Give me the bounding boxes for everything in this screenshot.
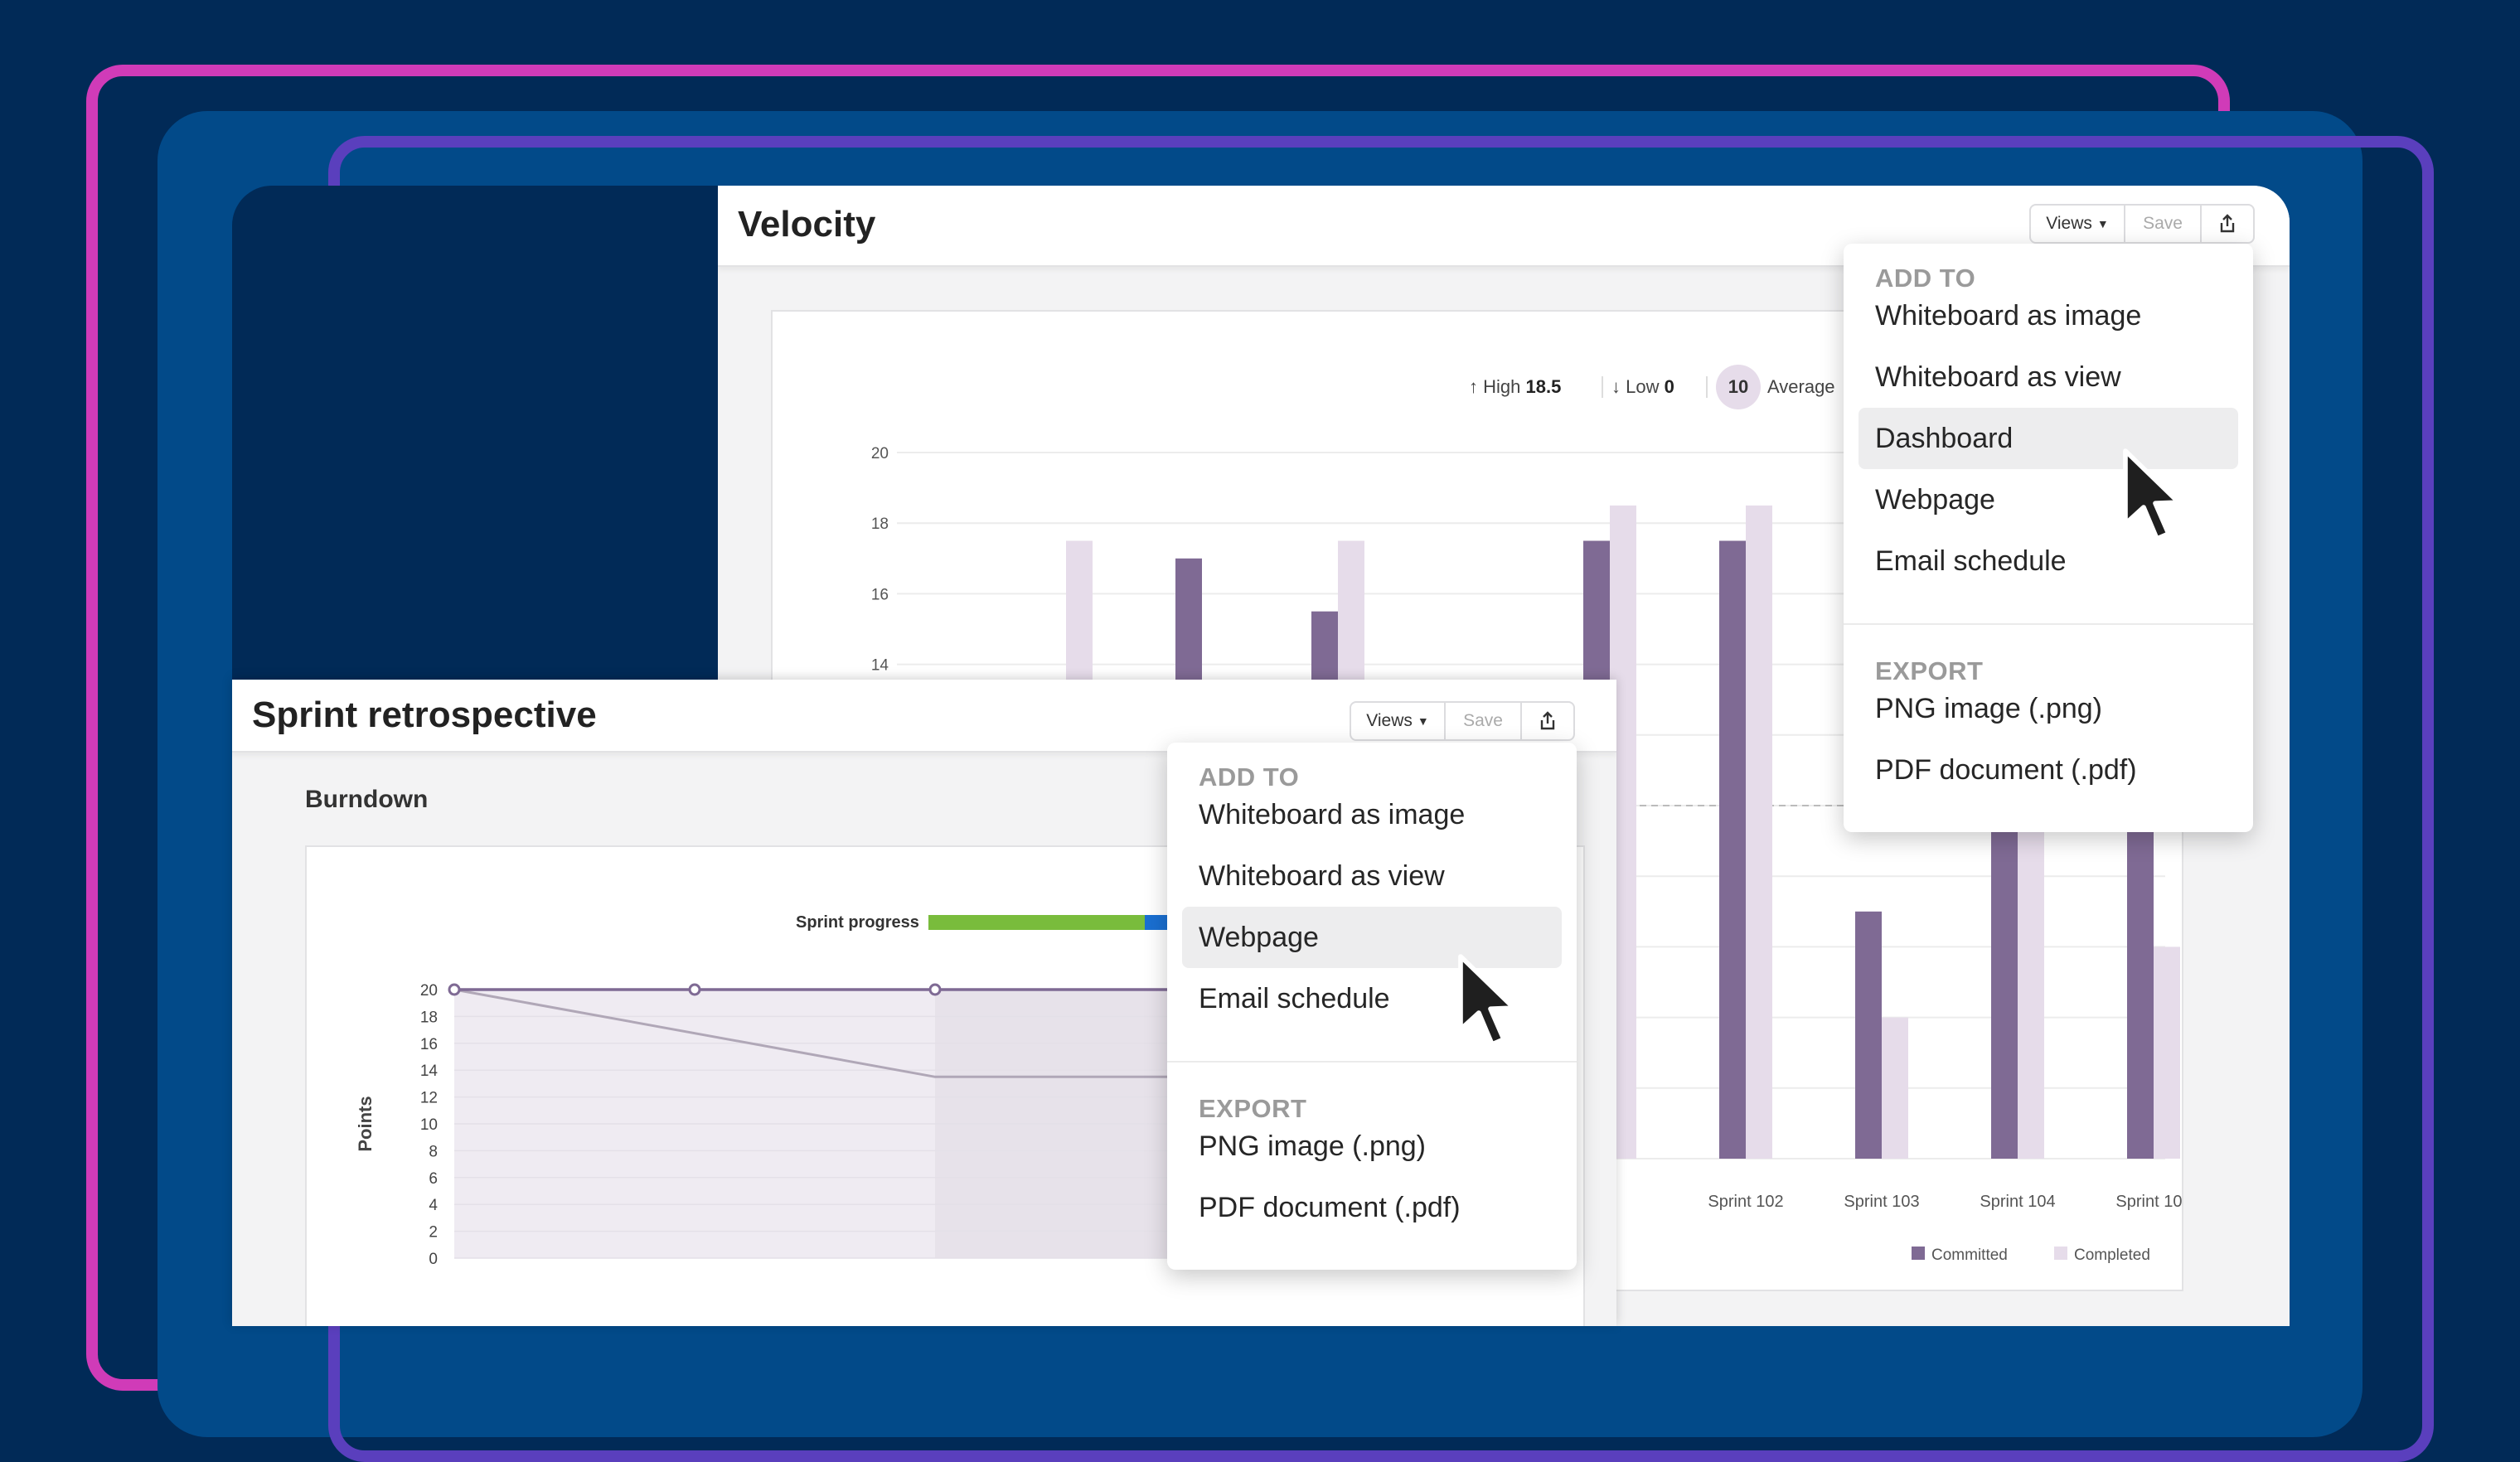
y-tick-label: 8 <box>429 1143 438 1160</box>
bar-completed <box>1882 1017 1908 1159</box>
sprint-progress-label: Sprint progress <box>796 913 919 932</box>
high-label: High <box>1483 376 1521 397</box>
low-value: 0 <box>1664 376 1674 397</box>
caret-down-icon: ▼ <box>2096 217 2109 230</box>
legend-label-committed: Committed <box>1931 1247 2008 1264</box>
y-tick-label: 20 <box>420 982 438 1000</box>
page-title: Velocity <box>738 204 876 244</box>
sprint-retrospective-panel: Sprint retrospective Views ▼ Save Burndo… <box>232 680 1616 1326</box>
arrow-up-icon: ↑ <box>1469 376 1478 397</box>
legend-label-completed: Completed <box>2074 1247 2150 1264</box>
menu-item-email-schedule[interactable]: Email schedule <box>1199 982 1390 1014</box>
menu-section-add-to: ADD TO <box>1199 762 1300 792</box>
average-badge: 10 <box>1716 365 1761 409</box>
bar-committed <box>1719 540 1746 1159</box>
share-icon <box>1540 711 1555 730</box>
x-tick-label: Sprint 104 <box>1980 1193 2055 1211</box>
x-tick-label: Sprint 103 <box>1844 1193 1919 1211</box>
y-tick-label: 14 <box>871 657 889 675</box>
menu-item-whiteboard-view[interactable]: Whiteboard as view <box>1199 859 1445 892</box>
views-label: Views <box>1366 711 1413 730</box>
sprint-toolbar: Views ▼ Save <box>1350 701 1575 741</box>
y-tick-label: 16 <box>871 586 889 603</box>
progress-fill-completed <box>928 915 1145 930</box>
views-label: Views <box>2046 214 2092 233</box>
menu-section-export: EXPORT <box>1199 1094 1307 1123</box>
burndown-point <box>448 983 461 996</box>
save-button[interactable]: Save <box>1444 703 1520 739</box>
low-stat: ↓ Low 0 <box>1611 376 1674 398</box>
burndown-line-remaining <box>453 988 1175 1078</box>
menu-divider <box>1167 1061 1577 1063</box>
menu-section-add-to: ADD TO <box>1875 264 1976 293</box>
average-label: Average <box>1767 376 1835 397</box>
menu-item-whiteboard-image[interactable]: Whiteboard as image <box>1199 798 1466 830</box>
bar-committed <box>1991 806 2018 1159</box>
high-value: 18.5 <box>1525 376 1562 397</box>
mouse-pointer-icon <box>1458 954 1516 1047</box>
legend-swatch-committed <box>1912 1247 1925 1260</box>
y-tick-label: 20 <box>871 445 889 462</box>
low-label: Low <box>1626 376 1660 397</box>
mouse-pointer-icon <box>2123 448 2181 541</box>
burndown-title: Burndown <box>305 786 429 813</box>
menu-item-export-png[interactable]: PNG image (.png) <box>1875 692 2102 724</box>
y-tick-label: 4 <box>429 1197 438 1214</box>
menu-item-webpage[interactable]: Webpage <box>1875 483 1995 516</box>
legend-swatch-completed <box>2054 1247 2067 1260</box>
velocity-export-menu: ADD TO Whiteboard as image Whiteboard as… <box>1844 244 2253 832</box>
y-tick-label: 2 <box>429 1224 438 1242</box>
menu-item-export-pdf[interactable]: PDF document (.pdf) <box>1875 753 2137 786</box>
views-dropdown-button[interactable]: Views ▼ <box>1351 703 1444 739</box>
bar-completed <box>2154 946 2180 1159</box>
y-tick-label: 0 <box>429 1251 438 1268</box>
bar-completed <box>2018 806 2044 1159</box>
y-tick-label: 14 <box>420 1063 439 1080</box>
y-tick-label: 16 <box>420 1036 438 1053</box>
menu-item-email-schedule[interactable]: Email schedule <box>1875 545 2067 577</box>
save-button[interactable]: Save <box>2124 206 2200 242</box>
high-stat: ↑ High 18.5 <box>1469 376 1561 398</box>
y-tick-label: 18 <box>871 516 889 533</box>
y-tick-label: 10 <box>420 1116 438 1134</box>
menu-item-export-png[interactable]: PNG image (.png) <box>1199 1130 1426 1162</box>
average-value: 10 <box>1728 376 1749 397</box>
y-tick-label: 12 <box>420 1090 438 1107</box>
caret-down-icon: ▼ <box>1417 714 1429 728</box>
y-axis-label: Points <box>355 1096 376 1151</box>
bar-committed <box>1855 911 1882 1159</box>
stat-divider <box>1602 376 1603 398</box>
share-button[interactable] <box>1520 703 1573 739</box>
arrow-down-icon: ↓ <box>1611 376 1621 397</box>
sprint-header: Sprint retrospective Views ▼ Save <box>232 680 1616 753</box>
share-button[interactable] <box>2200 206 2253 242</box>
views-dropdown-button[interactable]: Views ▼ <box>2031 206 2124 242</box>
menu-item-dashboard[interactable]: Dashboard <box>1858 408 2238 469</box>
bar-completed <box>1746 505 1772 1159</box>
menu-divider <box>1844 623 2253 625</box>
menu-item-webpage[interactable]: Webpage <box>1182 907 1562 968</box>
burndown-point <box>688 983 701 996</box>
y-tick-label: 6 <box>429 1170 438 1188</box>
x-tick-label: Sprint 102 <box>1708 1193 1783 1211</box>
share-icon <box>2220 214 2235 233</box>
menu-item-whiteboard-view[interactable]: Whiteboard as view <box>1875 361 2121 393</box>
x-tick-label: Sprint 105 <box>2115 1193 2182 1211</box>
y-tick-label: 18 <box>420 1009 438 1026</box>
bar-committed <box>2127 806 2154 1159</box>
menu-section-export: EXPORT <box>1875 656 1984 685</box>
menu-item-whiteboard-image[interactable]: Whiteboard as image <box>1875 299 2142 332</box>
burndown-point <box>928 983 942 996</box>
page-title: Sprint retrospective <box>252 695 597 735</box>
stat-divider <box>1706 376 1708 398</box>
velocity-toolbar: Views ▼ Save <box>2029 204 2255 244</box>
menu-item-export-pdf[interactable]: PDF document (.pdf) <box>1199 1191 1461 1223</box>
